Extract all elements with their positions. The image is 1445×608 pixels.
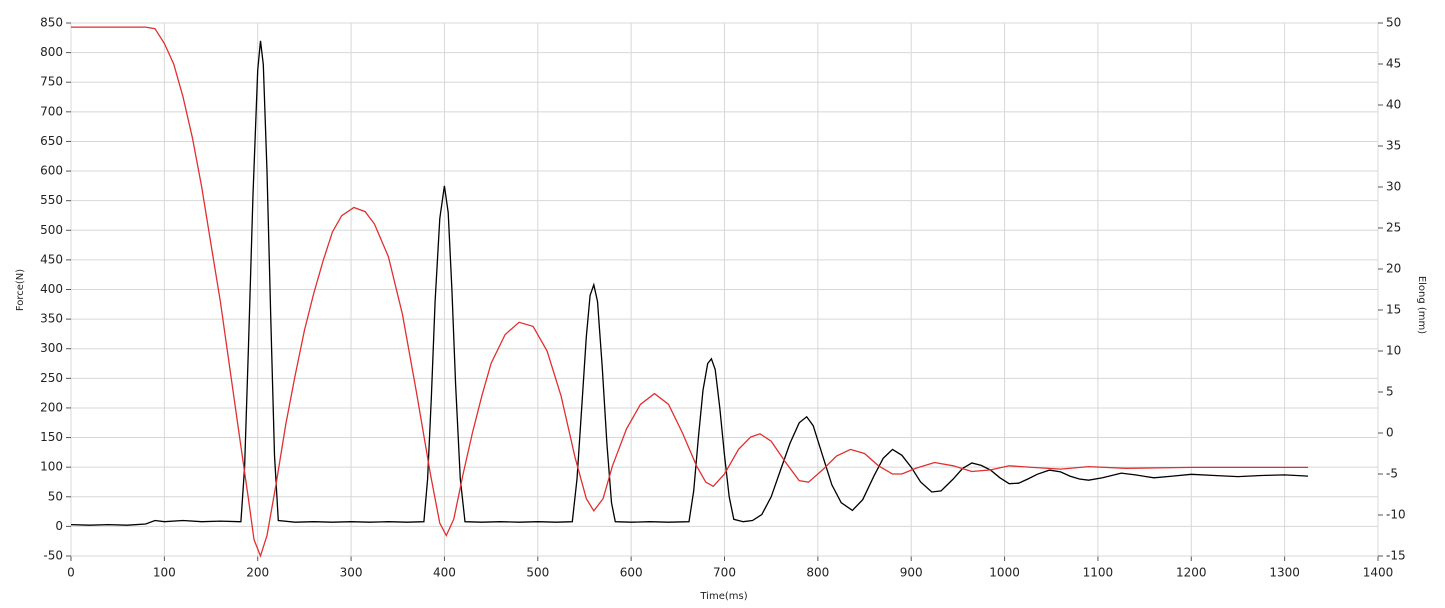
- y-tick-label: 450: [40, 252, 63, 266]
- x-tick-label: 400: [433, 566, 456, 580]
- y-tick-label: 500: [40, 223, 63, 237]
- y-tick-label: -50: [43, 549, 63, 563]
- y-tick-label: 750: [40, 75, 63, 89]
- y2-tick-label: 30: [1386, 180, 1401, 194]
- y-tick-label: 0: [55, 519, 63, 533]
- y-tick-label: 850: [40, 16, 63, 30]
- x-tick-label: 0: [67, 566, 75, 580]
- x-tick-label: 1100: [1083, 566, 1114, 580]
- x-axis-label: Time(ms): [699, 591, 747, 602]
- y-tick-label: 200: [40, 400, 63, 414]
- series-line: [70, 40, 1309, 526]
- x-tick-label: 900: [900, 566, 923, 580]
- y-tick-label: 250: [40, 371, 63, 385]
- y2-tick-label: 45: [1386, 57, 1401, 71]
- y-tick-label: 650: [40, 134, 63, 148]
- y2-tick-label: 50: [1386, 16, 1401, 30]
- x-tick-label: 800: [806, 566, 829, 580]
- y2-axis-label: Elong (mm): [1416, 276, 1427, 334]
- y2-tick-label: 25: [1386, 221, 1401, 235]
- x-tick-label: 1400: [1363, 566, 1394, 580]
- y-tick-label: 700: [40, 104, 63, 118]
- y-tick-label: 400: [40, 282, 63, 296]
- x-tick-label: 500: [526, 566, 549, 580]
- y2-tick-label: 15: [1386, 303, 1401, 317]
- y2-tick-label: 10: [1386, 344, 1401, 358]
- y-tick-label: 550: [40, 193, 63, 207]
- y-tick-label: 150: [40, 430, 63, 444]
- y-tick-label: 50: [48, 489, 63, 503]
- y2-tick-label: -15: [1386, 549, 1406, 563]
- y2-tick-label: 20: [1386, 262, 1401, 276]
- y-tick-label: 300: [40, 341, 63, 355]
- y2-tick-label: 5: [1386, 385, 1394, 399]
- x-tick-label: 100: [153, 566, 176, 580]
- y-tick-label: 600: [40, 164, 63, 178]
- y2-tick-label: 35: [1386, 139, 1401, 153]
- y2-tick-label: 0: [1386, 426, 1394, 440]
- y2-tick-label: -10: [1386, 508, 1406, 522]
- y2-tick-label: 40: [1386, 98, 1401, 112]
- x-tick-label: 700: [713, 566, 736, 580]
- y-tick-label: 800: [40, 45, 63, 59]
- x-tick-label: 300: [340, 566, 363, 580]
- x-tick-label: 200: [246, 566, 269, 580]
- series-line: [71, 26, 1308, 558]
- y-tick-label: 350: [40, 312, 63, 326]
- x-tick-label: 600: [620, 566, 643, 580]
- x-tick-label: 1000: [989, 566, 1020, 580]
- x-tick-label: 1200: [1176, 566, 1207, 580]
- x-tick-label: 1300: [1269, 566, 1300, 580]
- y2-tick-label: -5: [1386, 467, 1398, 481]
- y-axis-label: Force(N): [15, 269, 26, 311]
- y-tick-label: 100: [40, 460, 63, 474]
